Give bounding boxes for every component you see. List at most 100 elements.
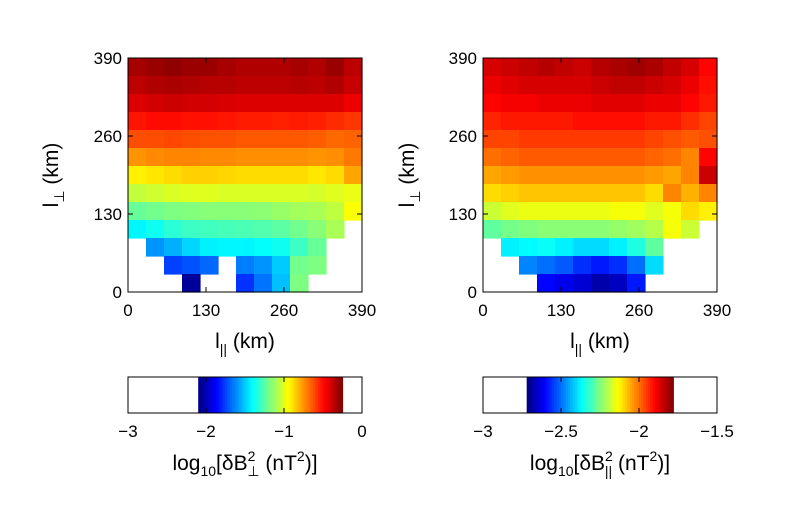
heatmap-cell [200, 184, 219, 203]
heatmap-cell [681, 58, 700, 77]
heatmap-cell [681, 184, 700, 203]
heatmap-cell [344, 76, 363, 95]
colorbar-step [666, 377, 670, 413]
colorbar-step [597, 377, 601, 413]
heatmap-cell [573, 130, 592, 149]
heatmap-cell [146, 130, 165, 149]
heatmap-cell [308, 76, 327, 95]
heatmap-cell [272, 256, 291, 275]
colorbar-step [247, 377, 251, 413]
colorbar-step [281, 377, 285, 413]
colorbar-step [268, 377, 271, 413]
x-tick-label: 130 [192, 301, 220, 320]
heatmap-cell [290, 202, 309, 221]
heatmap-cell [146, 166, 165, 185]
heatmap-cell [573, 148, 592, 167]
heatmap-cell [290, 76, 309, 95]
heatmap-cell [182, 130, 201, 149]
colorbar-step [616, 377, 619, 413]
heatmap-cell [699, 130, 718, 149]
heatmap-cell [627, 238, 646, 257]
heatmap-cell [290, 94, 309, 113]
colorbar-tick-label: −3 [473, 422, 492, 441]
heatmap-cell [609, 274, 628, 293]
colorbar-step [200, 377, 204, 413]
heatmap-cell [308, 184, 327, 203]
right-colorbar-label: log10[δB2 || (nT2)] [530, 448, 670, 479]
colorbar-step [542, 377, 546, 413]
heatmap-cell [236, 76, 255, 95]
colorbar-step [254, 377, 258, 413]
heatmap-cell [483, 202, 502, 221]
colorbar-step [252, 377, 256, 413]
heatmap-cell [182, 76, 201, 95]
heatmap-cell [555, 202, 574, 221]
colorbar-step [324, 377, 328, 413]
colorbar-step [611, 377, 615, 413]
heatmap-cell [591, 256, 610, 275]
heatmap-cell [501, 76, 520, 95]
heatmap-cell [146, 220, 165, 239]
heatmap-cell [272, 238, 291, 257]
heatmap-cell [236, 58, 255, 77]
heatmap-cell [555, 256, 574, 275]
colorbar-step [207, 377, 211, 413]
heatmap-cell [627, 130, 646, 149]
heatmap-cell [609, 184, 628, 203]
colorbar-step [335, 377, 339, 413]
y-tick-label: 390 [94, 49, 122, 68]
heatmap-cell [200, 112, 219, 131]
x-tick-label: 0 [478, 301, 487, 320]
heatmap-cell [326, 112, 345, 131]
colorbar-step [570, 377, 574, 413]
heatmap-cell [609, 76, 628, 95]
right-colorbar-frame [482, 376, 718, 414]
colorbar-step [340, 377, 344, 413]
heatmap-cell [200, 130, 219, 149]
heatmap-cell [308, 220, 327, 239]
heatmap-cell [537, 94, 556, 113]
heatmap-cell [501, 112, 520, 131]
colorbar-step [225, 377, 229, 413]
heatmap-cell [555, 112, 574, 131]
colorbar-step [220, 377, 224, 413]
heatmap-cell [591, 220, 610, 239]
colorbar-step [668, 377, 672, 413]
colorbar-step [333, 377, 337, 413]
heatmap-cell [681, 166, 700, 185]
heatmap-cell [290, 148, 309, 167]
colorbar-step [315, 377, 319, 413]
colorbar-step [295, 377, 298, 413]
heatmap-cell [519, 202, 538, 221]
colorbar-step [528, 377, 532, 413]
colorbar-step [304, 377, 308, 413]
heatmap-cell [573, 94, 592, 113]
heatmap-cell [591, 166, 610, 185]
heatmap-cell [128, 130, 147, 149]
heatmap-cell [218, 184, 237, 203]
heatmap-cell [537, 58, 556, 77]
heatmap-cell [254, 148, 273, 167]
heatmap-cell [272, 58, 291, 77]
heatmap-cell [501, 148, 520, 167]
heatmap-cell [308, 130, 327, 149]
heatmap-cell [254, 130, 273, 149]
heatmap-cell [681, 94, 700, 113]
heatmap-cell [236, 274, 255, 293]
heatmap-cell [326, 184, 345, 203]
heatmap-cell [236, 220, 255, 239]
right-colorbar-ticks: −3 −2.5 −2 −1.5 [473, 377, 734, 441]
colorbar-step [606, 377, 610, 413]
colorbar-step [648, 377, 652, 413]
colorbar-step [590, 377, 594, 413]
y-tick-label: 130 [449, 205, 477, 224]
heatmap-cell [645, 238, 664, 257]
colorbar-step [279, 377, 283, 413]
heatmap-cell [555, 238, 574, 257]
left-heatmap-panel: 0 130 260 390 0 130 260 390 l|| (km) l⊥ (km) [40, 49, 376, 357]
heatmap-cell [645, 166, 664, 185]
heatmap-cell [128, 76, 147, 95]
heatmap-cell [290, 58, 309, 77]
heatmap-cell [164, 148, 183, 167]
heatmap-cell [555, 94, 574, 113]
